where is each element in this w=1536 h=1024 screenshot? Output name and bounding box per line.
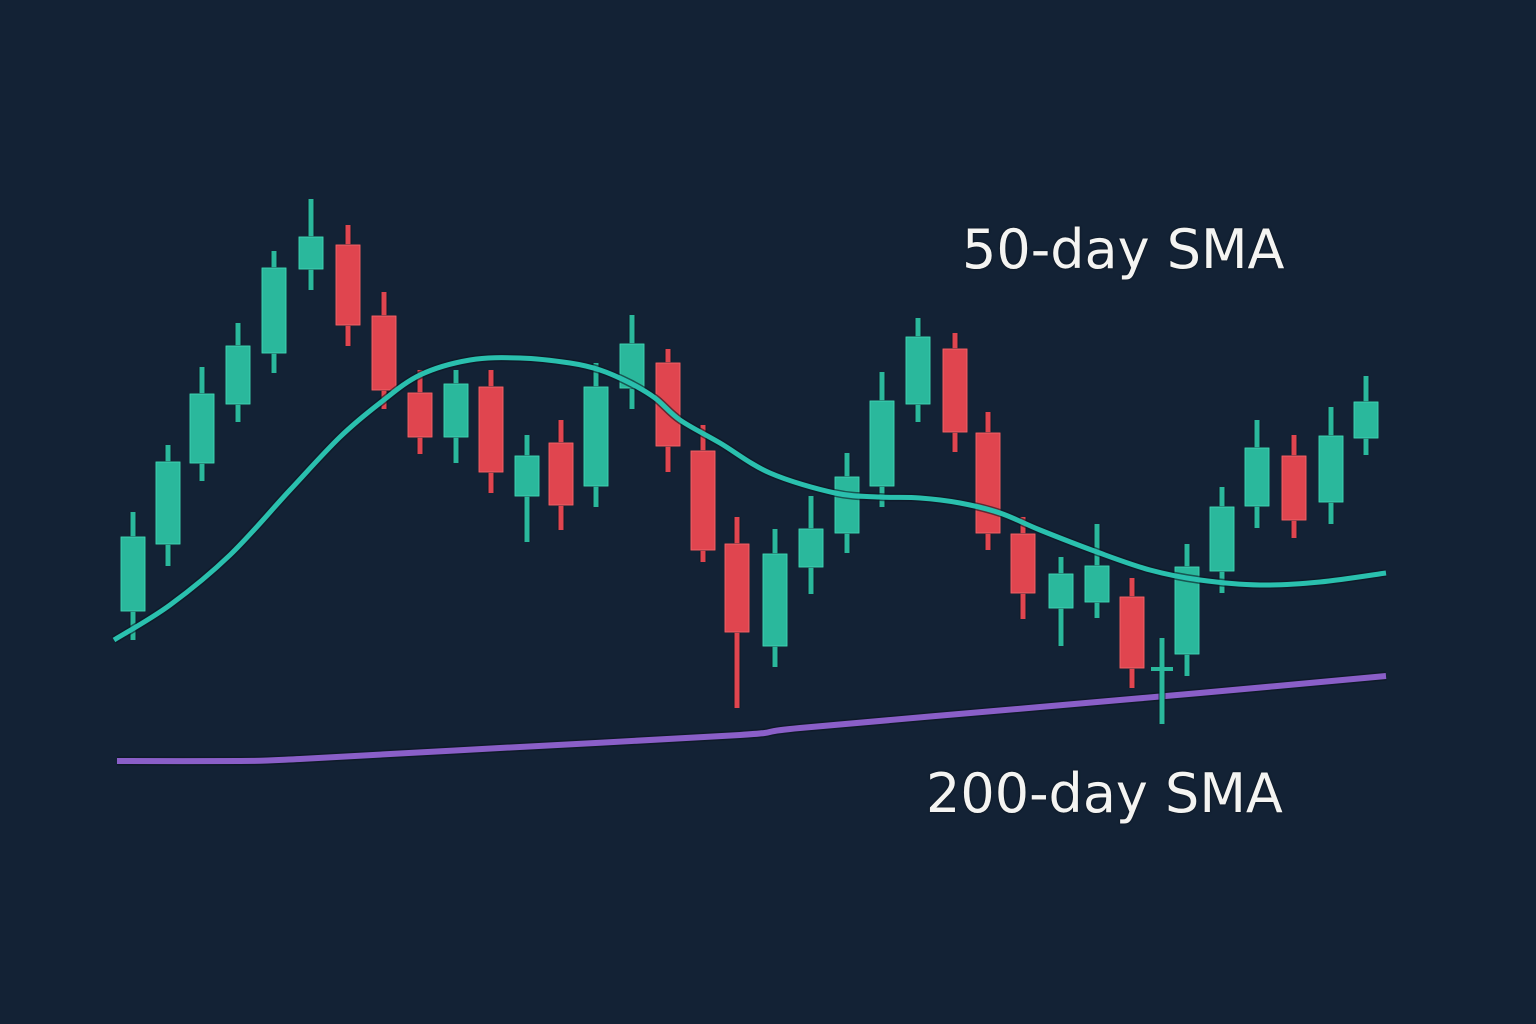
candle [478,370,504,493]
candle [583,363,609,507]
sma50-label: 50-day SMA [962,218,1285,281]
candle [298,199,324,290]
candle [335,225,361,346]
sma50-line [111,353,1387,644]
sma200-label: 200-day SMA [926,762,1283,825]
candle [1209,487,1235,593]
candle [514,435,540,542]
candle [1084,524,1110,618]
candle [1119,578,1145,688]
candle [1318,407,1344,524]
candle [548,420,574,530]
candle [407,370,433,454]
candle [690,425,716,562]
candle [371,292,397,409]
candle [1281,435,1307,538]
candle [120,512,146,640]
candle [1353,376,1379,455]
candle [834,453,860,553]
candle [905,318,931,422]
candle [942,333,968,452]
candle [1151,638,1173,724]
candle [724,517,750,708]
candles-group [120,199,1379,724]
candle [1048,557,1074,646]
candle [225,323,251,422]
candle [155,445,181,566]
candle [869,372,895,507]
candle [1244,420,1270,528]
candle [189,367,215,481]
candle [261,251,287,373]
candle [443,370,469,463]
candle [975,412,1001,550]
candle [1010,517,1036,619]
candle [762,529,788,667]
sma200-line [116,671,1387,766]
candle [798,496,824,594]
